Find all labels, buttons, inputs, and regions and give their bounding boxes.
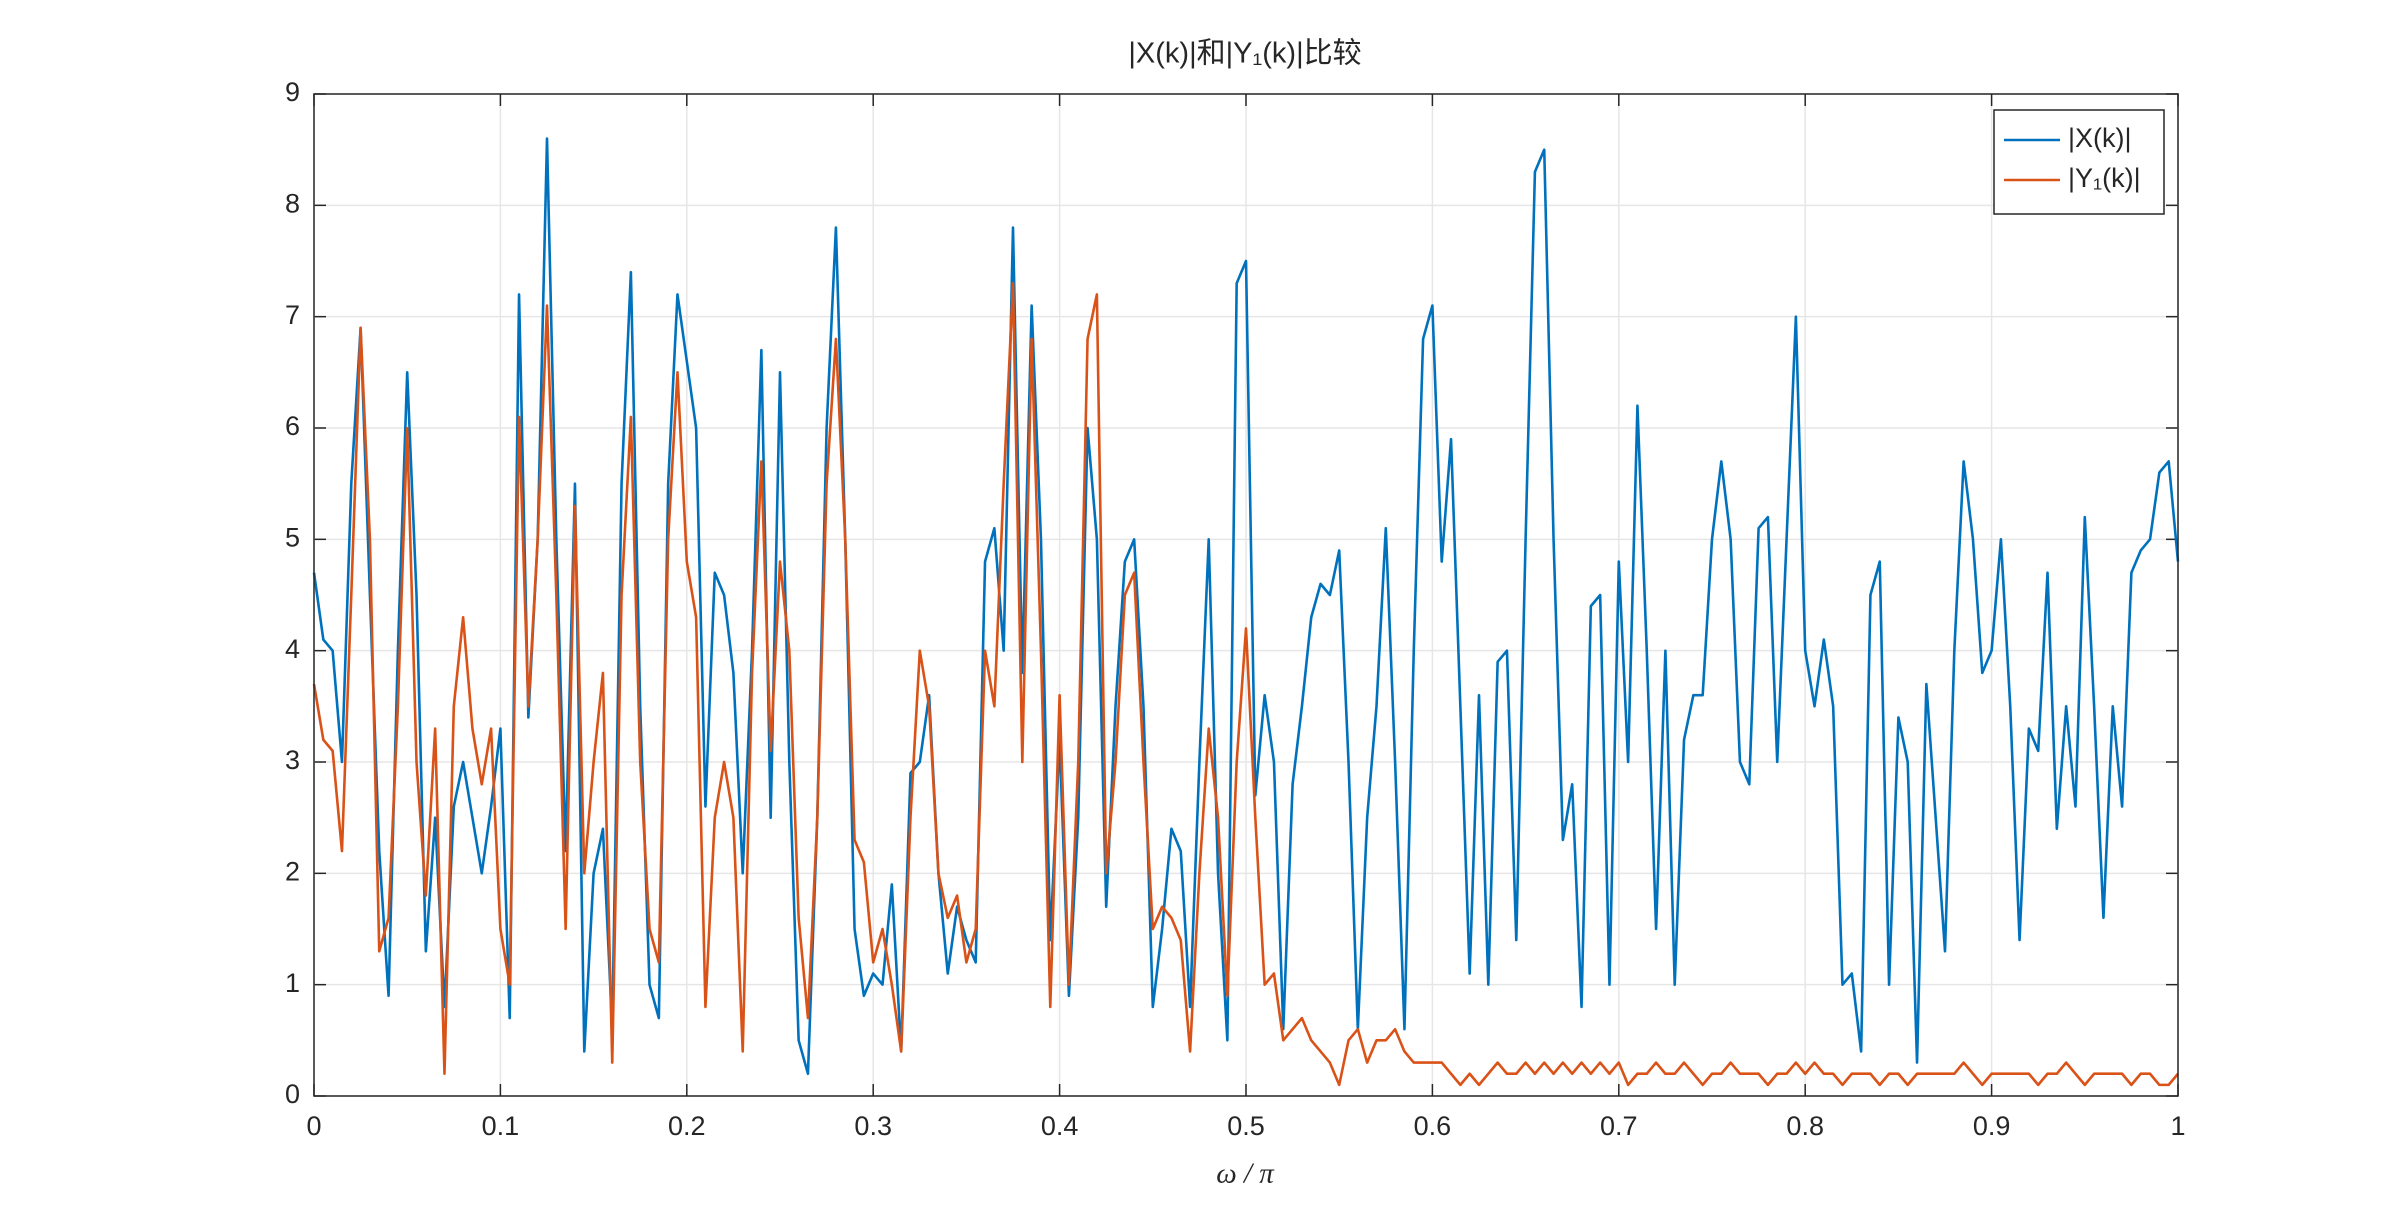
y-tick-label: 9 (285, 77, 300, 107)
y-tick-label: 0 (285, 1079, 300, 1109)
x-tick-label: 0.9 (1973, 1111, 2011, 1141)
legend-label: |Y₁(k)| (2068, 163, 2141, 193)
x-tick-label: 0.3 (854, 1111, 892, 1141)
x-tick-label: 0.4 (1041, 1111, 1079, 1141)
data-line (312, 281, 2179, 1087)
data-line (312, 137, 2180, 1076)
y-tick-label: 1 (285, 968, 300, 998)
y-tick-label: 7 (285, 300, 300, 330)
chart-title: |X(k)|和|Y₁(k)|比较 (1128, 37, 1361, 70)
x-tick-label: 0 (306, 1111, 321, 1141)
x-axis-label: ω / π (1216, 1158, 1275, 1190)
y-tick-label: 2 (285, 856, 300, 886)
x-tick-label: 0.7 (1600, 1111, 1638, 1141)
legend: |X(k)| |Y₁(k)| (1993, 109, 2165, 215)
axes-box (313, 93, 2179, 1097)
y-tick-label: 5 (285, 522, 300, 552)
x-tick-label: 0.1 (482, 1111, 520, 1141)
x-tick-label: 1 (2170, 1111, 2185, 1141)
x-tick-label: 0.6 (1414, 1111, 1452, 1141)
x-tick-label: 0.5 (1227, 1111, 1265, 1141)
x-tick-label: 0.8 (1786, 1111, 1824, 1141)
y-tick-label: 4 (285, 634, 300, 664)
legend-label: |X(k)| (2068, 123, 2132, 153)
y-tick-label: 3 (285, 745, 300, 775)
legend-box (1993, 109, 2165, 215)
x-tick-label: 0.2 (668, 1111, 706, 1141)
y-tick-label: 8 (285, 188, 300, 218)
y-tick-label: 6 (285, 411, 300, 441)
